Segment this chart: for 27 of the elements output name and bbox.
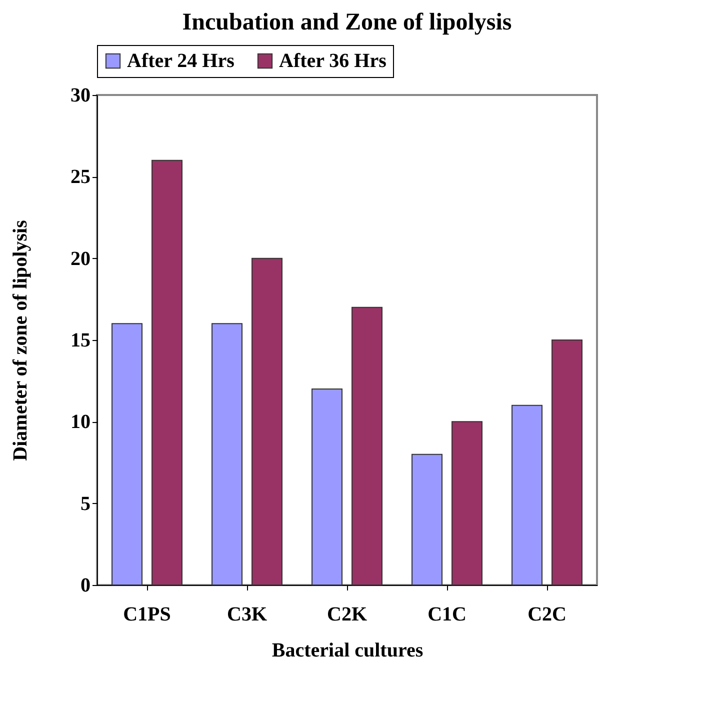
bar	[312, 388, 342, 586]
bar	[412, 454, 442, 586]
y-tick-label: 10	[70, 411, 90, 434]
bar	[152, 160, 182, 586]
x-tick-label: C1C	[428, 604, 466, 626]
y-tick-label: 25	[70, 166, 90, 188]
x-axis-title: Bacterial cultures	[272, 640, 424, 662]
y-tick-label: 15	[70, 330, 90, 352]
bar	[352, 306, 382, 586]
y-tick-label: 30	[70, 84, 90, 106]
y-tick-label: 0	[80, 574, 90, 596]
bar	[252, 258, 282, 586]
y-tick-label: 20	[70, 248, 90, 270]
legend-label: After 24 Hrs	[127, 50, 235, 72]
bar	[512, 404, 542, 586]
y-tick-label: 5	[80, 492, 90, 515]
y-axis-title: Diameter of zone of lipolysis	[10, 220, 32, 461]
x-tick-label: C2K	[327, 604, 368, 626]
legend-label: After 36 Hrs	[279, 50, 387, 72]
x-tick-label: C3K	[227, 604, 268, 626]
bar	[452, 421, 482, 586]
x-tick-label: C2C	[528, 604, 566, 626]
bar	[112, 323, 142, 586]
chart-title: Incubation and Zone of lipolysis	[182, 10, 512, 36]
bar	[212, 323, 242, 586]
x-tick-label: C1PS	[123, 604, 171, 626]
bar	[552, 340, 582, 586]
